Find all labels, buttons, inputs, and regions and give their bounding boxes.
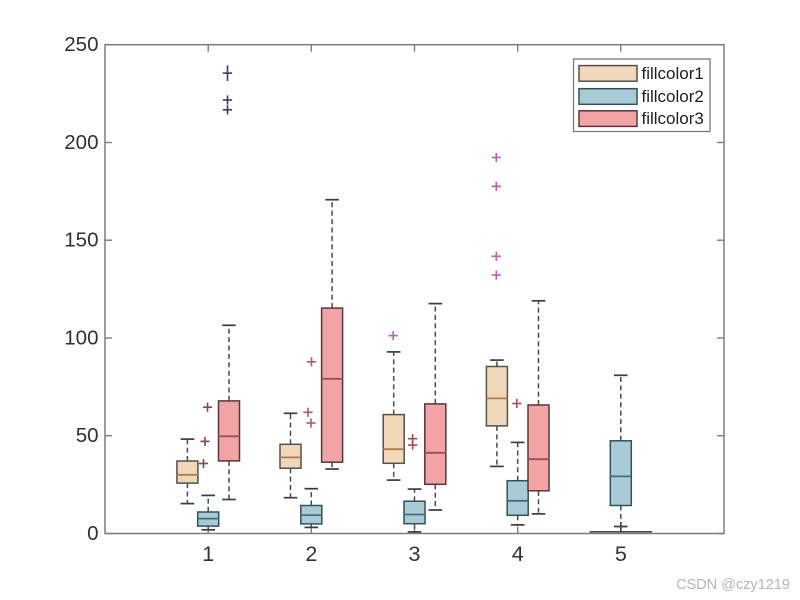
svg-text:4: 4	[512, 542, 524, 566]
svg-text:200: 200	[64, 131, 98, 154]
svg-text:fillcolor3: fillcolor3	[642, 109, 704, 128]
svg-text:fillcolor1: fillcolor1	[642, 64, 704, 83]
svg-text:150: 150	[64, 229, 98, 252]
svg-text:3: 3	[409, 542, 421, 566]
svg-text:2: 2	[305, 542, 317, 566]
svg-text:250: 250	[64, 33, 98, 56]
svg-text:100: 100	[64, 327, 98, 350]
svg-text:CSDN @czy1219: CSDN @czy1219	[676, 577, 790, 593]
svg-text:50: 50	[76, 424, 99, 447]
svg-text:0: 0	[87, 522, 98, 545]
svg-text:1: 1	[202, 542, 214, 566]
svg-text:5: 5	[615, 542, 627, 566]
svg-text:fillcolor2: fillcolor2	[642, 87, 704, 106]
